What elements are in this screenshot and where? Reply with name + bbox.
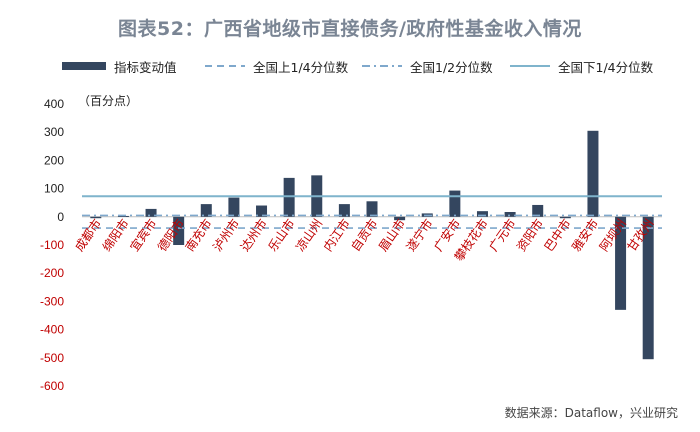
y-tick-label: -300 bbox=[40, 294, 64, 308]
x-tick-label: 自贡市 bbox=[348, 216, 381, 254]
legend-item-median: 全国1/2分位数 bbox=[362, 56, 493, 76]
y-tick-label: -100 bbox=[40, 238, 64, 252]
y-tick-label: -200 bbox=[40, 266, 64, 280]
x-tick-label: 乐山市 bbox=[265, 216, 298, 254]
legend-label-q1: 全国上1/4分位数 bbox=[253, 59, 349, 75]
x-tick-label: 遂宁市 bbox=[403, 216, 436, 254]
legend-bar-swatch bbox=[62, 62, 106, 70]
bar-南充市 bbox=[200, 204, 212, 217]
x-tick-label: 眉山市 bbox=[375, 216, 408, 254]
legend: 指标变动值 全国上1/4分位数 全国1/2分位数 全国下1/4分位数 bbox=[0, 56, 700, 76]
x-axis-labels: 成都市绵阳市宜宾市德阳市南充市泸州市达州市乐山市凉山州内江市自贡市眉山市遂宁市广… bbox=[71, 216, 656, 264]
source-note: 数据来源：Dataflow，兴业研究 bbox=[504, 406, 678, 420]
bar-达州市 bbox=[256, 205, 268, 217]
bar-泸州市 bbox=[228, 197, 240, 217]
x-tick-label: 宜宾市 bbox=[127, 216, 160, 254]
x-tick-label: 广元市 bbox=[486, 216, 519, 254]
y-tick-label: -400 bbox=[40, 323, 64, 337]
bar-甘孜州 bbox=[642, 216, 654, 360]
unit-label: （百分点） bbox=[78, 94, 139, 108]
bar-资阳市 bbox=[532, 204, 544, 217]
chart-title: 图表52：广西省地级市直接债务/政府性基金收入情况 bbox=[118, 18, 582, 40]
x-tick-label: 凉山州 bbox=[292, 216, 325, 254]
legend-item-bar: 指标变动值 bbox=[62, 56, 177, 76]
x-tick-label: 南充市 bbox=[182, 216, 215, 254]
legend-label-bar: 指标变动值 bbox=[114, 59, 177, 75]
reference-lines bbox=[82, 195, 662, 229]
x-tick-label: 泸州市 bbox=[209, 216, 242, 254]
legend-item-q3: 全国下1/4分位数 bbox=[510, 56, 653, 76]
x-tick-label: 绵阳市 bbox=[99, 216, 132, 254]
bar-成都市 bbox=[90, 216, 102, 219]
bar-广元市 bbox=[504, 212, 516, 217]
legend-label-median: 全国1/2分位数 bbox=[410, 59, 493, 75]
bar-阿坝州 bbox=[615, 216, 627, 310]
y-tick-label: 0 bbox=[57, 210, 64, 224]
x-tick-label: 资阳市 bbox=[513, 216, 546, 254]
bar-广安市 bbox=[449, 190, 461, 217]
bar-宜宾市 bbox=[145, 208, 157, 217]
bar-德阳市 bbox=[173, 216, 185, 245]
legend-q3-swatch bbox=[510, 65, 550, 67]
y-tick-label: -500 bbox=[40, 351, 64, 365]
x-tick-label: 达州市 bbox=[237, 216, 270, 254]
bar-自贡市 bbox=[366, 201, 378, 217]
y-tick-label: 300 bbox=[44, 125, 64, 139]
x-tick-label: 内江市 bbox=[320, 216, 353, 254]
y-tick-label: 100 bbox=[44, 182, 64, 196]
y-tick-label: 200 bbox=[44, 153, 64, 167]
legend-median-swatch bbox=[362, 65, 402, 67]
x-tick-label: 成都市 bbox=[71, 216, 104, 254]
bar-内江市 bbox=[338, 204, 350, 217]
x-tick-label: 巴中市 bbox=[541, 216, 574, 254]
legend-item-q1: 全国上1/4分位数 bbox=[205, 56, 348, 76]
y-tick-label: 400 bbox=[44, 97, 64, 111]
bar-绵阳市 bbox=[117, 215, 129, 217]
bar-眉山市 bbox=[394, 216, 406, 221]
bar-巴中市 bbox=[559, 216, 571, 219]
legend-q1-swatch bbox=[205, 65, 245, 67]
bar-乐山市 bbox=[283, 177, 295, 217]
y-tick-label: -600 bbox=[40, 379, 64, 393]
legend-label-q3: 全国下1/4分位数 bbox=[558, 59, 654, 75]
x-tick-label: 雅安市 bbox=[568, 216, 601, 254]
bar-雅安市 bbox=[587, 130, 599, 217]
bar-攀枝花市 bbox=[476, 211, 488, 217]
